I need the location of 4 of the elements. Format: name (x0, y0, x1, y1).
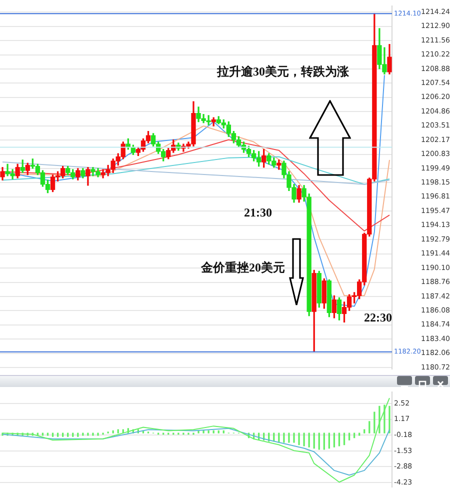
annotation: 22:30 (364, 310, 392, 326)
annotation: 拉升逾30美元，转跌为涨 (217, 64, 349, 80)
annotation: 金价重挫20美元 (201, 260, 285, 276)
annotation: 21:30 (244, 206, 272, 220)
